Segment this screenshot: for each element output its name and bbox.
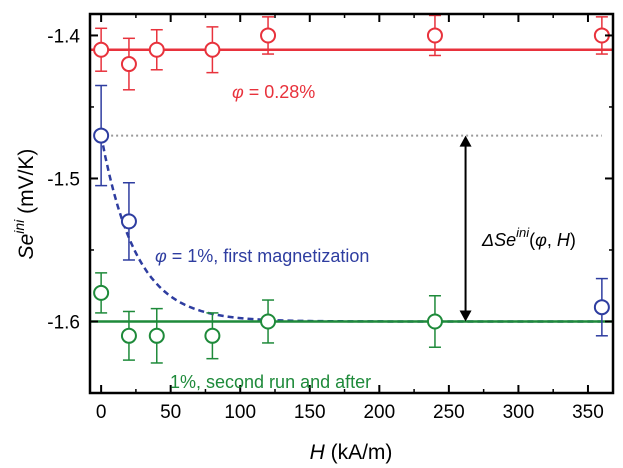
data-point — [94, 286, 108, 300]
delta-var: Se — [494, 230, 516, 250]
blue-phi-value: = 1%, first magnetization — [167, 246, 370, 266]
y-axis-sup: ini — [11, 219, 27, 234]
data-point — [428, 314, 442, 328]
blue-phi-symbol: φ — [155, 246, 167, 266]
data-markers — [94, 15, 609, 363]
delta-symbol: Δ — [481, 230, 494, 250]
fit-lines — [90, 50, 613, 322]
data-point — [94, 129, 108, 143]
x-tick-label: 150 — [294, 402, 326, 423]
annotation-blue-phi: φ = 1%, first magnetization — [155, 246, 369, 266]
red-phi-value: = 0.28% — [244, 82, 316, 102]
y-axis-label: Seini (mV/K) — [11, 149, 38, 260]
delta-sup: ini — [516, 225, 530, 240]
y-tick-label: -1.6 — [47, 312, 80, 333]
data-point — [205, 329, 219, 343]
x-tick-label: 100 — [224, 402, 256, 423]
y-axis-unit: (mV/K) — [15, 149, 38, 220]
annotation-delta-se: ΔSeini(φ, H) — [481, 225, 576, 250]
y-tick-label: -1.4 — [47, 26, 80, 47]
data-point — [595, 300, 609, 314]
delta-phi: φ — [535, 230, 547, 250]
x-axis-unit: (kA/m) — [325, 441, 393, 464]
red-phi-symbol: φ — [232, 82, 244, 102]
y-tick-label: -1.5 — [47, 169, 80, 190]
data-point — [261, 314, 275, 328]
delta-arrow-head-up — [460, 136, 472, 147]
data-point — [122, 214, 136, 228]
data-point — [94, 43, 108, 57]
data-point — [428, 28, 442, 42]
x-tick-label: 0 — [96, 402, 107, 423]
x-tick-label: 350 — [572, 402, 604, 423]
x-axis-var: H — [310, 441, 326, 464]
plot-frame — [90, 14, 613, 393]
delta-arrow-head-down — [460, 310, 472, 321]
delta-sep: , — [547, 230, 557, 250]
annotation-red-phi: φ = 0.28% — [232, 82, 315, 102]
data-point — [150, 43, 164, 57]
data-point — [205, 43, 219, 57]
x-tick-label: 250 — [433, 402, 465, 423]
x-tick-label: 200 — [363, 402, 395, 423]
data-point — [150, 329, 164, 343]
delta-close: ) — [570, 230, 576, 250]
data-point — [122, 329, 136, 343]
annotation-green: 1%, second run and after — [170, 372, 371, 392]
y-axis-var: Se — [15, 234, 38, 260]
data-point — [261, 28, 275, 42]
x-tick-label: 300 — [503, 402, 535, 423]
delta-h: H — [557, 230, 571, 250]
x-tick-label: 50 — [160, 402, 181, 423]
x-axis-label: H (kA/m) — [310, 441, 393, 464]
data-point — [122, 57, 136, 71]
